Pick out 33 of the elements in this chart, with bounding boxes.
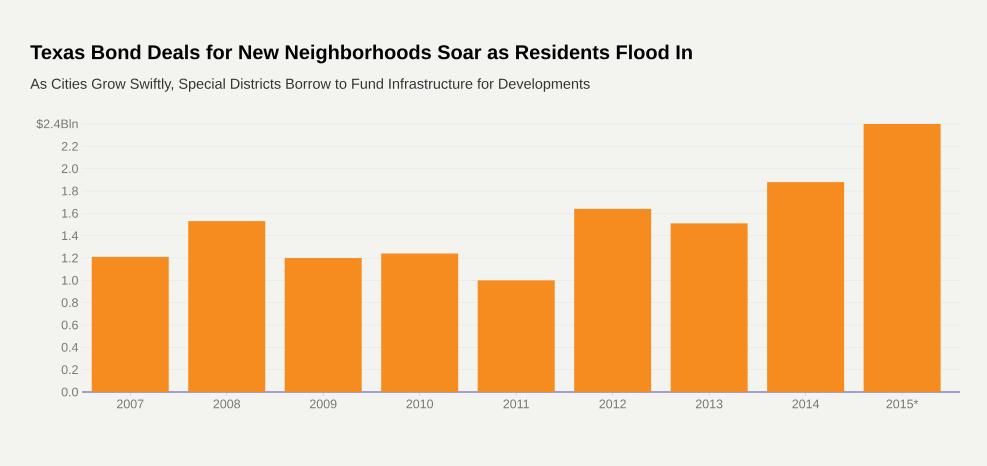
- bar: [864, 124, 941, 392]
- bar: [574, 208, 652, 392]
- bar: [188, 221, 266, 392]
- y-tick-label: $2.4Bln: [36, 118, 78, 130]
- y-tick-label: 0.6: [62, 320, 78, 330]
- chart-title: Texas Bond Deals for New Neighborhoods Soar as Residents Flood In: [30, 44, 692, 64]
- y-tick-label: 0.8: [62, 298, 78, 308]
- y-tick-label: 1.0: [62, 276, 78, 285]
- chart-subtitle: As Cities Grow Swiftly, Special Districts Borrow to Fund Infrastructure for Developments: [30, 78, 590, 92]
- y-tick-label: 0.4: [62, 342, 78, 352]
- x-tick-label: 2015*: [886, 400, 918, 408]
- y-tick-label: 2.0: [62, 164, 78, 174]
- y-tick-label: 1.4: [62, 231, 78, 240]
- bar: [478, 280, 555, 392]
- y-tick-label: 0.2: [62, 365, 78, 374]
- bar: [284, 258, 362, 392]
- x-tick-label: 2007: [117, 400, 144, 408]
- bar: [670, 223, 748, 392]
- bar: [92, 256, 169, 392]
- y-tick-label: 2.2: [62, 142, 78, 151]
- x-tick-label: 2010: [406, 400, 434, 408]
- x-tick-label: 2008: [214, 400, 240, 408]
- bar: [381, 254, 458, 392]
- x-tick-label: 2013: [696, 400, 722, 408]
- y-tick-label: 1.6: [62, 208, 78, 218]
- y-tick-label: 1.2: [62, 254, 78, 262]
- x-tick-label: 2011: [503, 400, 529, 408]
- bar: [767, 182, 844, 392]
- x-tick-label: 2012: [599, 400, 626, 408]
- y-tick-label: 1.8: [62, 186, 78, 196]
- x-tick-label: 2009: [310, 400, 336, 408]
- x-tick-label: 2014: [792, 400, 820, 408]
- y-tick-label: 0.0: [62, 388, 78, 396]
